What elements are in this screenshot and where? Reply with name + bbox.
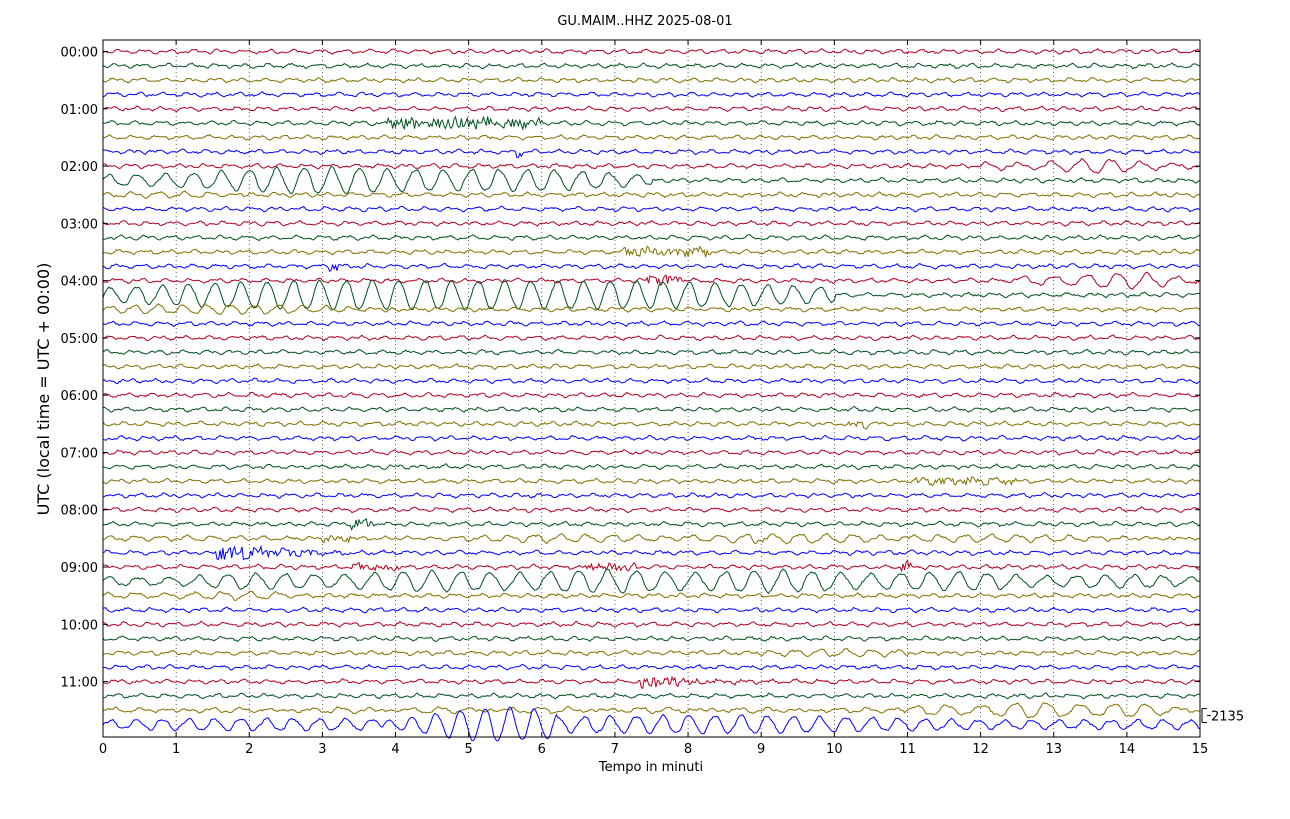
grid-lines (175, 40, 1128, 737)
trace-line (102, 148, 1201, 159)
seismic-traces (102, 48, 1201, 742)
trace-line (102, 348, 1200, 356)
trace-line (102, 62, 1201, 70)
y-tick-label: 11:00 (61, 676, 98, 691)
trace-line (102, 377, 1201, 385)
trace-line (103, 134, 1201, 141)
trace-line (102, 506, 1201, 514)
x-tick-label: 4 (391, 742, 399, 757)
y-axis: 00:00 01:00 02:00 03:00 04:00 05:00 06:00 07:00… (61, 46, 1200, 691)
y-tick-label: 07:00 (61, 446, 98, 461)
y-tick-label: 05:00 (61, 332, 98, 347)
x-tick-label: 6 (538, 742, 546, 757)
y-axis-label: UTC (local time = UTC + 00:00) (34, 263, 53, 516)
trace-line (102, 165, 1201, 195)
y-tick-label: 08:00 (61, 504, 98, 519)
x-tick-label: 7 (611, 742, 619, 757)
trace-line (102, 590, 1201, 601)
trace-line (102, 391, 1201, 399)
x-tick-label: 9 (757, 742, 765, 757)
plot-frame (102, 39, 1201, 738)
trace-line (102, 568, 1201, 595)
x-tick-label: 8 (684, 742, 692, 757)
x-tick-label: 1 (172, 742, 180, 757)
trace-line (102, 675, 1201, 690)
trace-line (102, 544, 1201, 561)
y-tick-label: 06:00 (61, 389, 98, 404)
scale-indicator: 2135 (1201, 708, 1244, 725)
x-tick-label: 10 (826, 742, 843, 757)
chart-title: GU.MAIM..HHZ 2025-08-01 (557, 14, 732, 29)
trace-line (102, 706, 1201, 742)
y-tick-label: 04:00 (61, 275, 98, 290)
trace-line (102, 271, 1201, 290)
trace-line (102, 334, 1201, 342)
trace-line (102, 434, 1201, 442)
trace-line (102, 190, 1201, 199)
y-tick-label: 10:00 (61, 618, 98, 633)
y-tick-label: 00:00 (61, 46, 98, 61)
trace-line (102, 205, 1201, 213)
trace-line (102, 158, 1201, 174)
trace-line (102, 91, 1201, 98)
trace-line (102, 476, 1201, 487)
x-tick-label: 12 (972, 742, 989, 757)
trace-line (102, 420, 1201, 430)
trace-line (102, 405, 1201, 413)
trace-line (102, 448, 1201, 456)
trace-line (102, 532, 1201, 545)
trace-line (102, 105, 1201, 113)
trace-line (102, 320, 1201, 328)
y-tick-label: 01:00 (61, 103, 98, 118)
trace-line (102, 663, 1201, 671)
trace-line (102, 606, 1201, 614)
x-tick-label: 2 (245, 742, 253, 757)
trace-line (102, 48, 1201, 55)
x-tick-label: 14 (1119, 742, 1136, 757)
trace-line (102, 701, 1201, 719)
x-tick-label: 5 (465, 742, 473, 757)
y-tick-label: 03:00 (61, 217, 98, 232)
x-tick-label: 15 (1192, 742, 1209, 757)
trace-line (102, 463, 1201, 471)
trace-line (102, 245, 1201, 259)
trace-line (102, 648, 1201, 658)
y-tick-label: 09:00 (61, 561, 98, 576)
y-tick-label: 02:00 (61, 160, 98, 175)
x-tick-label: 0 (99, 742, 107, 757)
trace-line (102, 303, 1201, 316)
trace-line (102, 262, 1201, 273)
trace-line (102, 219, 1201, 227)
trace-line (102, 517, 1201, 532)
trace-line (102, 278, 1201, 311)
x-tick-label: 3 (318, 742, 326, 757)
trace-line (102, 492, 1201, 499)
x-tick-label: 11 (899, 742, 916, 757)
x-axis: 0 1 2 3 4 5 6 7 8 9 10 11 12 13 14 15 (99, 40, 1208, 757)
trace-line (102, 635, 1201, 643)
x-axis-label: Tempo in minuti (598, 760, 703, 775)
trace-line (102, 115, 1201, 131)
trace-line (102, 76, 1201, 84)
trace-line (102, 559, 1201, 573)
x-tick-label: 13 (1045, 742, 1062, 757)
trace-line (102, 692, 1201, 700)
trace-line (102, 234, 1201, 241)
trace-line (102, 620, 1201, 628)
scale-label: 2135 (1211, 710, 1244, 725)
trace-line (102, 362, 1201, 371)
